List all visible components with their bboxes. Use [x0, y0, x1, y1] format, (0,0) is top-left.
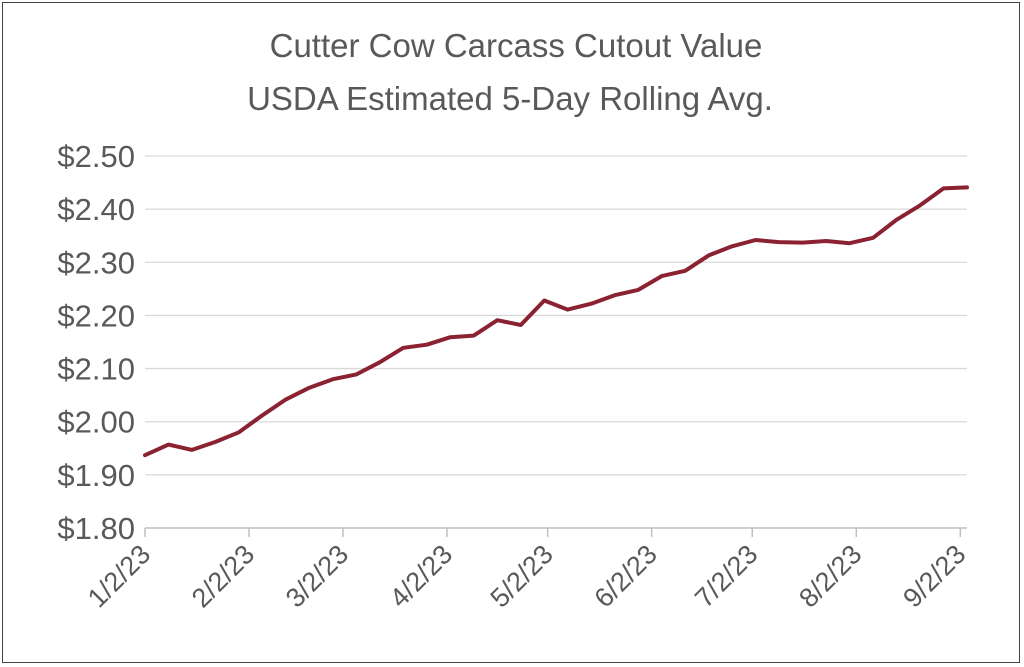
data-point: [520, 324, 522, 326]
data-point: [637, 289, 639, 291]
x-axis-ticks: 1/2/23 2/2/23 3/2/23 4/2/23 5/2/23 6/2/23 7/2/…: [82, 528, 972, 613]
data-point: [895, 219, 898, 221]
data-point: [966, 186, 968, 188]
data-point: [285, 398, 287, 400]
data-point: [567, 308, 569, 311]
y-tick-label: $2.00: [57, 405, 135, 440]
series-line: [143, 185, 969, 458]
data-point: [426, 344, 428, 346]
data-point: [708, 254, 710, 256]
data-point: [144, 454, 146, 456]
data-point: [778, 241, 780, 243]
chart-title: Cutter Cow Carcass Cutout Value: [270, 27, 763, 64]
data-point: [214, 441, 217, 443]
data-point: [473, 335, 475, 337]
data-point: [825, 240, 827, 242]
data-point: [919, 204, 921, 207]
data-point: [872, 237, 874, 239]
y-tick-label: $1.80: [57, 511, 135, 546]
data-point: [543, 299, 545, 302]
y-axis-ticks: $1.80 $1.90 $2.00 $2.10 $2.20 $2.30 $2.40 $2.50: [57, 139, 135, 546]
x-tick-label: 6/2/23: [589, 539, 663, 613]
data-point: [332, 378, 334, 380]
data-point: [308, 387, 310, 389]
data-point: [496, 319, 498, 321]
data-point: [379, 361, 381, 363]
y-tick-label: $1.90: [57, 458, 135, 493]
x-tick-label: 2/2/23: [186, 539, 260, 613]
y-tick-label: $2.20: [57, 298, 135, 333]
series-group: [143, 185, 969, 458]
data-point: [261, 414, 264, 416]
y-tick-label: $2.50: [57, 139, 135, 174]
x-tick-label: 9/2/23: [897, 539, 971, 613]
x-tick-label: 7/2/23: [689, 539, 763, 613]
data-point: [731, 245, 733, 247]
x-tick-label: 4/2/23: [384, 539, 458, 613]
data-point: [942, 187, 945, 190]
x-tick-label: 8/2/23: [793, 539, 867, 613]
data-point: [191, 449, 193, 451]
data-point: [402, 347, 404, 349]
x-tick-label: 5/2/23: [485, 539, 559, 613]
data-point: [449, 336, 451, 338]
data-point: [355, 373, 357, 376]
x-tick-label: 3/2/23: [280, 539, 354, 613]
chart-subtitle: USDA Estimated 5-Day Rolling Avg.: [247, 80, 773, 117]
data-point: [590, 303, 592, 305]
y-tick-label: $2.40: [57, 192, 135, 227]
data-point: [802, 242, 804, 244]
y-tick-label: $2.30: [57, 245, 135, 280]
data-point: [167, 443, 170, 446]
gridlines: [145, 155, 967, 476]
data-point: [238, 431, 240, 433]
data-point: [661, 275, 663, 277]
x-tick-label: 1/2/23: [82, 539, 156, 613]
data-point: [848, 242, 851, 244]
data-point: [755, 239, 757, 241]
data-point: [614, 294, 616, 296]
data-point: [684, 270, 686, 272]
y-tick-label: $2.10: [57, 352, 135, 387]
